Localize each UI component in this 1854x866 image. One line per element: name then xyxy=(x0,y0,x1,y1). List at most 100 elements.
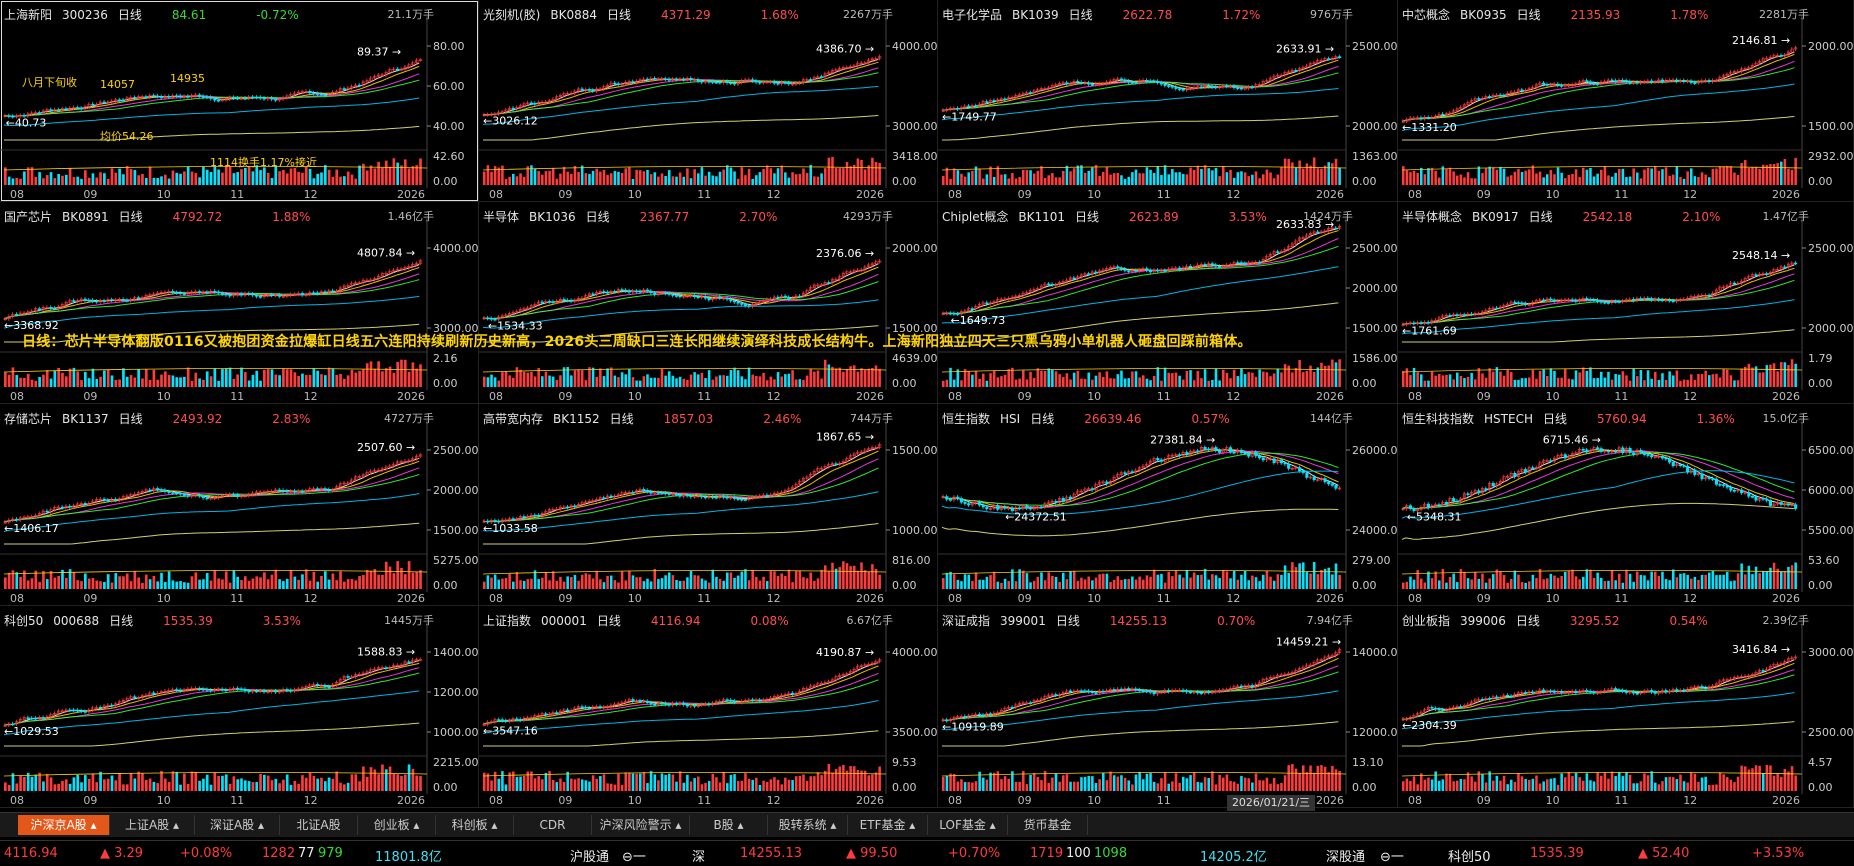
month-tick: 12 xyxy=(767,188,781,201)
volume-axis-label: 0.00 xyxy=(433,175,458,188)
market-tab[interactable]: 沪深京A股 ▴ xyxy=(18,815,110,835)
month-tick: 11 xyxy=(1614,188,1628,201)
month-tick: 2026 xyxy=(1316,794,1344,807)
month-tick: 12 xyxy=(304,592,318,605)
high-price-label: 2548.14 → xyxy=(1732,249,1790,262)
low-price-label: ←2304.39 xyxy=(1402,719,1457,732)
price-axis-label: 4000.00 xyxy=(433,242,479,255)
low-price-label: ←1761.69 xyxy=(1402,324,1457,337)
cursor-date-box: 2026/01/21/三 xyxy=(1227,795,1315,811)
price-axis-label: 1000.00 xyxy=(892,524,938,537)
volume-axis-label: 0.00 xyxy=(1808,781,1833,794)
month-tick: 12 xyxy=(1226,390,1240,403)
market-tab[interactable]: 深证A股 ▴ xyxy=(195,815,280,835)
month-tick: 08 xyxy=(948,390,962,403)
month-tick: 12 xyxy=(1226,592,1240,605)
high-price-label: 2633.83 → xyxy=(1276,218,1334,231)
price-axis-label: 2000.00 xyxy=(1352,120,1398,133)
kc-index-pct: +3.53% xyxy=(1752,846,1804,861)
price-axis-label: 26000.0 xyxy=(1352,444,1398,457)
month-tick: 10 xyxy=(628,592,642,605)
market-tab[interactable]: 货币基金 xyxy=(1008,815,1088,835)
month-tick: 08 xyxy=(948,794,962,807)
low-price-label: ←1649.73 xyxy=(951,314,1006,327)
price-axis-label: 1400.00 xyxy=(433,646,479,659)
price-axis-label: 2000.00 xyxy=(1808,40,1854,53)
market-tab[interactable]: 创业板 ▴ xyxy=(358,815,436,835)
market-tab[interactable]: 沪深风险警示 ▴ xyxy=(592,815,690,835)
sgt-value: ⊖一 xyxy=(1380,846,1404,865)
month-tick: 11 xyxy=(1157,592,1171,605)
market-tab[interactable]: 股转系统 ▴ xyxy=(768,815,848,835)
volume-axis-label: 3418.00 xyxy=(892,150,938,163)
month-tick: 2026 xyxy=(856,794,884,807)
month-tick: 08 xyxy=(10,390,24,403)
market-tab[interactable]: B股 ▴ xyxy=(690,815,768,835)
volume-axis-label: 0.00 xyxy=(1352,377,1377,390)
low-price-label: ←3368.92 xyxy=(4,319,59,332)
price-axis-label: 12000.0 xyxy=(1352,726,1398,739)
volume-axis-label: 5275.00 xyxy=(433,554,479,567)
volume-axis-label: 42.60 xyxy=(433,150,465,163)
chart-panel-399001[interactable]: 深证成指399001日线14255.130.70%7.94亿手080910111… xyxy=(938,606,1398,808)
market-tab[interactable]: LOF基金 ▴ xyxy=(928,815,1008,835)
sh-flat-count: 77 xyxy=(298,846,315,861)
month-tick: 12 xyxy=(767,592,781,605)
low-price-label: ←1331.20 xyxy=(1402,121,1457,134)
volume-axis-label: 1363.00 xyxy=(1352,150,1398,163)
low-price-label: ←1749.77 xyxy=(942,110,997,123)
price-axis-label: 3000.00 xyxy=(1808,646,1854,659)
hgt-label[interactable]: 沪股通 xyxy=(570,846,609,865)
market-tab[interactable]: ETF基金 ▴ xyxy=(848,815,928,835)
market-tab[interactable]: 北证A股 xyxy=(280,815,358,835)
month-tick: 08 xyxy=(10,592,24,605)
month-tick: 11 xyxy=(697,794,711,807)
month-tick: 08 xyxy=(1408,390,1422,403)
market-tab[interactable]: CDR xyxy=(514,815,592,835)
kc-label: 科创50 xyxy=(1448,846,1491,865)
volume-axis-label: 2215.00 xyxy=(433,756,479,769)
price-axis-label: 1500.00 xyxy=(1352,322,1398,335)
volume-axis-label: 4639.00 xyxy=(892,352,938,365)
sz-index-value: 14255.13 xyxy=(740,846,802,861)
month-tick: 09 xyxy=(558,592,572,605)
sz-label: 深 xyxy=(692,846,705,865)
sh-up-count: 1282 xyxy=(262,846,295,861)
sgt-label[interactable]: 深股通 xyxy=(1326,846,1365,865)
month-tick: 08 xyxy=(1408,592,1422,605)
month-tick: 12 xyxy=(304,390,318,403)
price-axis-label: 24000.0 xyxy=(1352,524,1398,537)
month-tick: 10 xyxy=(1546,188,1560,201)
index-status-bar: 4116.94 ▲ 3.29 +0.08% 1282 77 979 11801.… xyxy=(0,840,1854,866)
market-tab[interactable]: 上证A股 ▴ xyxy=(110,815,195,835)
volume-axis-label: 0.00 xyxy=(892,579,917,592)
month-tick: 09 xyxy=(83,794,97,807)
month-tick: 2026 xyxy=(1772,390,1800,403)
price-axis-label: 2000.00 xyxy=(1352,282,1398,295)
high-price-label: 1588.83 → xyxy=(357,645,415,658)
month-tick: 09 xyxy=(83,188,97,201)
price-axis-label: 2000.00 xyxy=(433,484,479,497)
market-tab[interactable]: 科创板 ▴ xyxy=(436,815,514,835)
month-tick: 12 xyxy=(1683,794,1697,807)
